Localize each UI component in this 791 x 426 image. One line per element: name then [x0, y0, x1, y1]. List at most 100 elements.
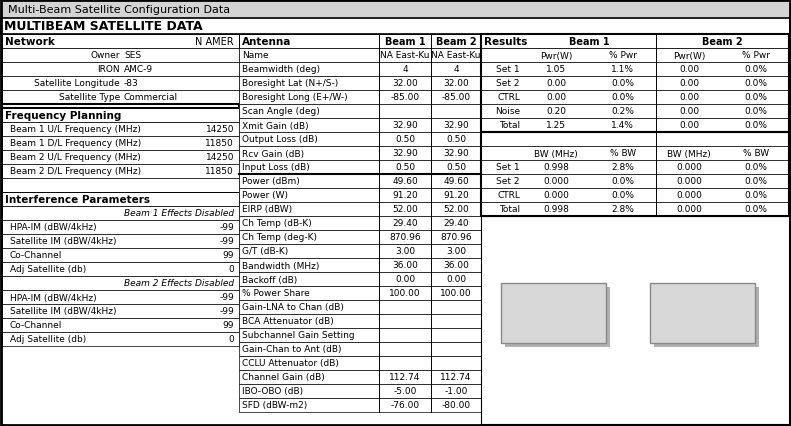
Bar	[2, 123, 239, 137]
Bar	[481, 105, 789, 119]
Text: 0.998: 0.998	[543, 205, 570, 214]
Text: -5.00: -5.00	[393, 386, 417, 396]
Bar	[239, 300, 481, 314]
Text: Set 2: Set 2	[497, 79, 520, 88]
Bar	[481, 175, 789, 189]
Text: 100.00: 100.00	[389, 289, 421, 298]
Bar	[239, 63, 481, 77]
Text: 0.0%: 0.0%	[744, 93, 767, 102]
Text: -85.00: -85.00	[391, 93, 419, 102]
Text: Beam 2 U/L Frequency (MHz): Beam 2 U/L Frequency (MHz)	[10, 153, 141, 162]
Text: 0.0%: 0.0%	[611, 177, 634, 186]
Text: 11850: 11850	[205, 167, 234, 176]
Bar	[239, 175, 481, 189]
Text: Network: Network	[5, 37, 55, 47]
Text: 0.00: 0.00	[679, 65, 699, 74]
Text: 112.74: 112.74	[441, 373, 471, 382]
Text: % Pwr: % Pwr	[609, 52, 637, 60]
Bar	[239, 272, 481, 286]
Text: 0.0%: 0.0%	[744, 65, 767, 74]
Text: -76.00: -76.00	[391, 400, 419, 409]
Bar	[239, 49, 481, 63]
Text: Output Loss (dB): Output Loss (dB)	[242, 135, 318, 144]
Text: Set 1: Set 1	[497, 163, 520, 172]
Text: Power (W): Power (W)	[242, 191, 288, 200]
Bar	[2, 178, 239, 193]
Text: 29.40: 29.40	[392, 219, 418, 228]
Bar	[2, 304, 239, 318]
Text: 1.4%: 1.4%	[611, 121, 634, 130]
Bar	[481, 132, 789, 147]
Text: Set 2: Set 2	[497, 177, 520, 186]
Text: 0.000: 0.000	[543, 177, 570, 186]
Text: Total: Total	[499, 205, 520, 214]
Text: 99: 99	[222, 321, 234, 330]
Text: 4: 4	[402, 65, 408, 74]
Text: 0.00: 0.00	[395, 275, 415, 284]
Bar	[2, 193, 239, 207]
Text: -99: -99	[219, 307, 234, 316]
Text: Owner: Owner	[90, 52, 120, 60]
Text: 112.74: 112.74	[389, 373, 421, 382]
Text: 0.0%: 0.0%	[611, 191, 634, 200]
Text: 0.00: 0.00	[446, 275, 466, 284]
Text: 0.50: 0.50	[446, 135, 466, 144]
Bar	[1, 19, 790, 35]
Text: -99: -99	[219, 293, 234, 302]
Text: 0.50: 0.50	[446, 163, 466, 172]
Bar	[239, 259, 481, 272]
Text: 0.0%: 0.0%	[611, 93, 634, 102]
Text: Frequency Planning: Frequency Planning	[5, 111, 121, 121]
Text: Multi-Beam Satellite Configuration Data: Multi-Beam Satellite Configuration Data	[8, 5, 230, 15]
Bar	[481, 161, 789, 175]
Text: 0.000: 0.000	[676, 191, 702, 200]
Text: Input Loss (dB): Input Loss (dB)	[242, 163, 310, 172]
Text: Rcv Gain (dB): Rcv Gain (dB)	[242, 149, 304, 158]
Bar	[2, 262, 239, 276]
Bar	[2, 248, 239, 262]
Text: Ch Temp (deg-K): Ch Temp (deg-K)	[242, 233, 317, 242]
Text: -1.00: -1.00	[445, 386, 467, 396]
Bar	[481, 216, 789, 424]
Text: Interference Parameters: Interference Parameters	[5, 195, 150, 204]
Text: 0.0%: 0.0%	[744, 79, 767, 88]
Bar	[2, 332, 239, 346]
Bar	[481, 77, 789, 91]
Text: 32.90: 32.90	[443, 121, 469, 130]
Bar	[481, 63, 789, 77]
Bar	[239, 105, 481, 119]
Text: 36.00: 36.00	[392, 261, 418, 270]
Text: Pwr(W): Pwr(W)	[673, 52, 706, 60]
Text: N AMER: N AMER	[195, 37, 234, 47]
Bar	[654, 287, 759, 347]
Text: 1.05: 1.05	[547, 65, 566, 74]
Text: 0.00: 0.00	[679, 121, 699, 130]
Text: -99: -99	[219, 237, 234, 246]
Text: AMC-9: AMC-9	[124, 65, 153, 74]
Text: 49.60: 49.60	[443, 177, 469, 186]
Bar	[239, 147, 481, 161]
Bar	[481, 119, 789, 132]
Bar	[239, 202, 481, 216]
Text: -85.00: -85.00	[441, 93, 471, 102]
Text: 52.00: 52.00	[392, 205, 418, 214]
Bar	[2, 63, 239, 77]
Text: Name: Name	[242, 52, 269, 60]
Text: 0.0%: 0.0%	[744, 163, 767, 172]
Text: BCA Attenuator (dB): BCA Attenuator (dB)	[242, 317, 334, 326]
Bar	[239, 91, 481, 105]
Text: 99: 99	[222, 251, 234, 260]
Text: Antenna: Antenna	[242, 37, 291, 47]
Bar	[239, 77, 481, 91]
Bar	[239, 132, 481, 147]
Bar	[501, 283, 606, 343]
Text: 0.00: 0.00	[547, 93, 566, 102]
Text: Satellite IM (dBW/4kHz): Satellite IM (dBW/4kHz)	[10, 237, 116, 246]
Bar	[481, 35, 789, 132]
Text: 0.000: 0.000	[676, 177, 702, 186]
Text: 0.000: 0.000	[543, 191, 570, 200]
Text: 0.0%: 0.0%	[744, 121, 767, 130]
Text: 32.90: 32.90	[443, 149, 469, 158]
Text: 49.60: 49.60	[392, 177, 418, 186]
Bar	[481, 147, 789, 161]
